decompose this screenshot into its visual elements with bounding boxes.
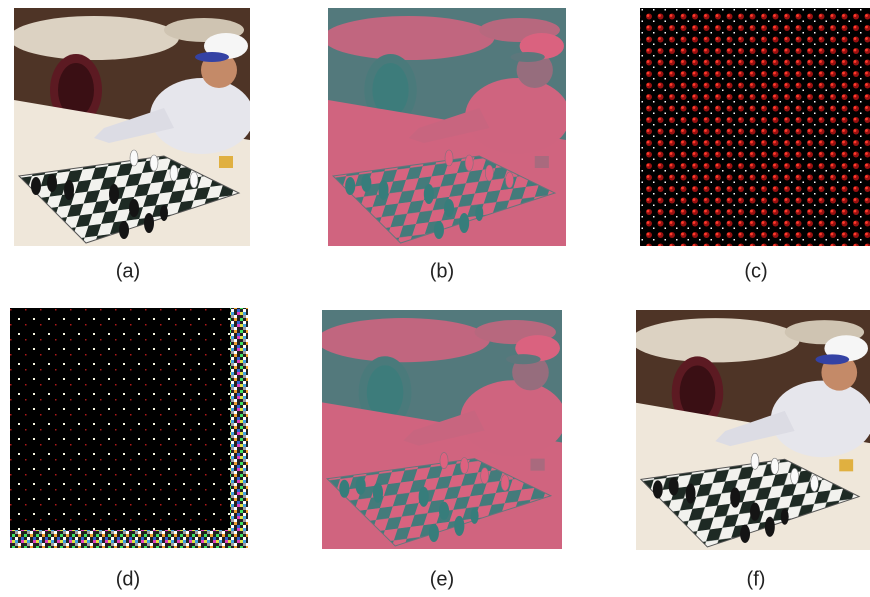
image-original: [9, 8, 254, 246]
image-reconstructed: [631, 310, 870, 550]
caption: (b): [430, 260, 454, 282]
caption: (e): [430, 568, 454, 590]
caption: (c): [744, 260, 767, 282]
page: (a) (b) (c) (d) (e) (f) (() => { const d…: [0, 0, 870, 597]
image-sparse: [10, 308, 230, 530]
caption: (f): [747, 568, 766, 590]
caption: (a): [116, 260, 140, 282]
image-transformed: [323, 8, 570, 246]
figure: (a) (b) (c) (d) (e) (f): [0, 0, 870, 597]
image-coefficients: [640, 8, 870, 246]
image-reconstructed-transformed: [317, 310, 566, 549]
caption: (d): [116, 568, 140, 590]
